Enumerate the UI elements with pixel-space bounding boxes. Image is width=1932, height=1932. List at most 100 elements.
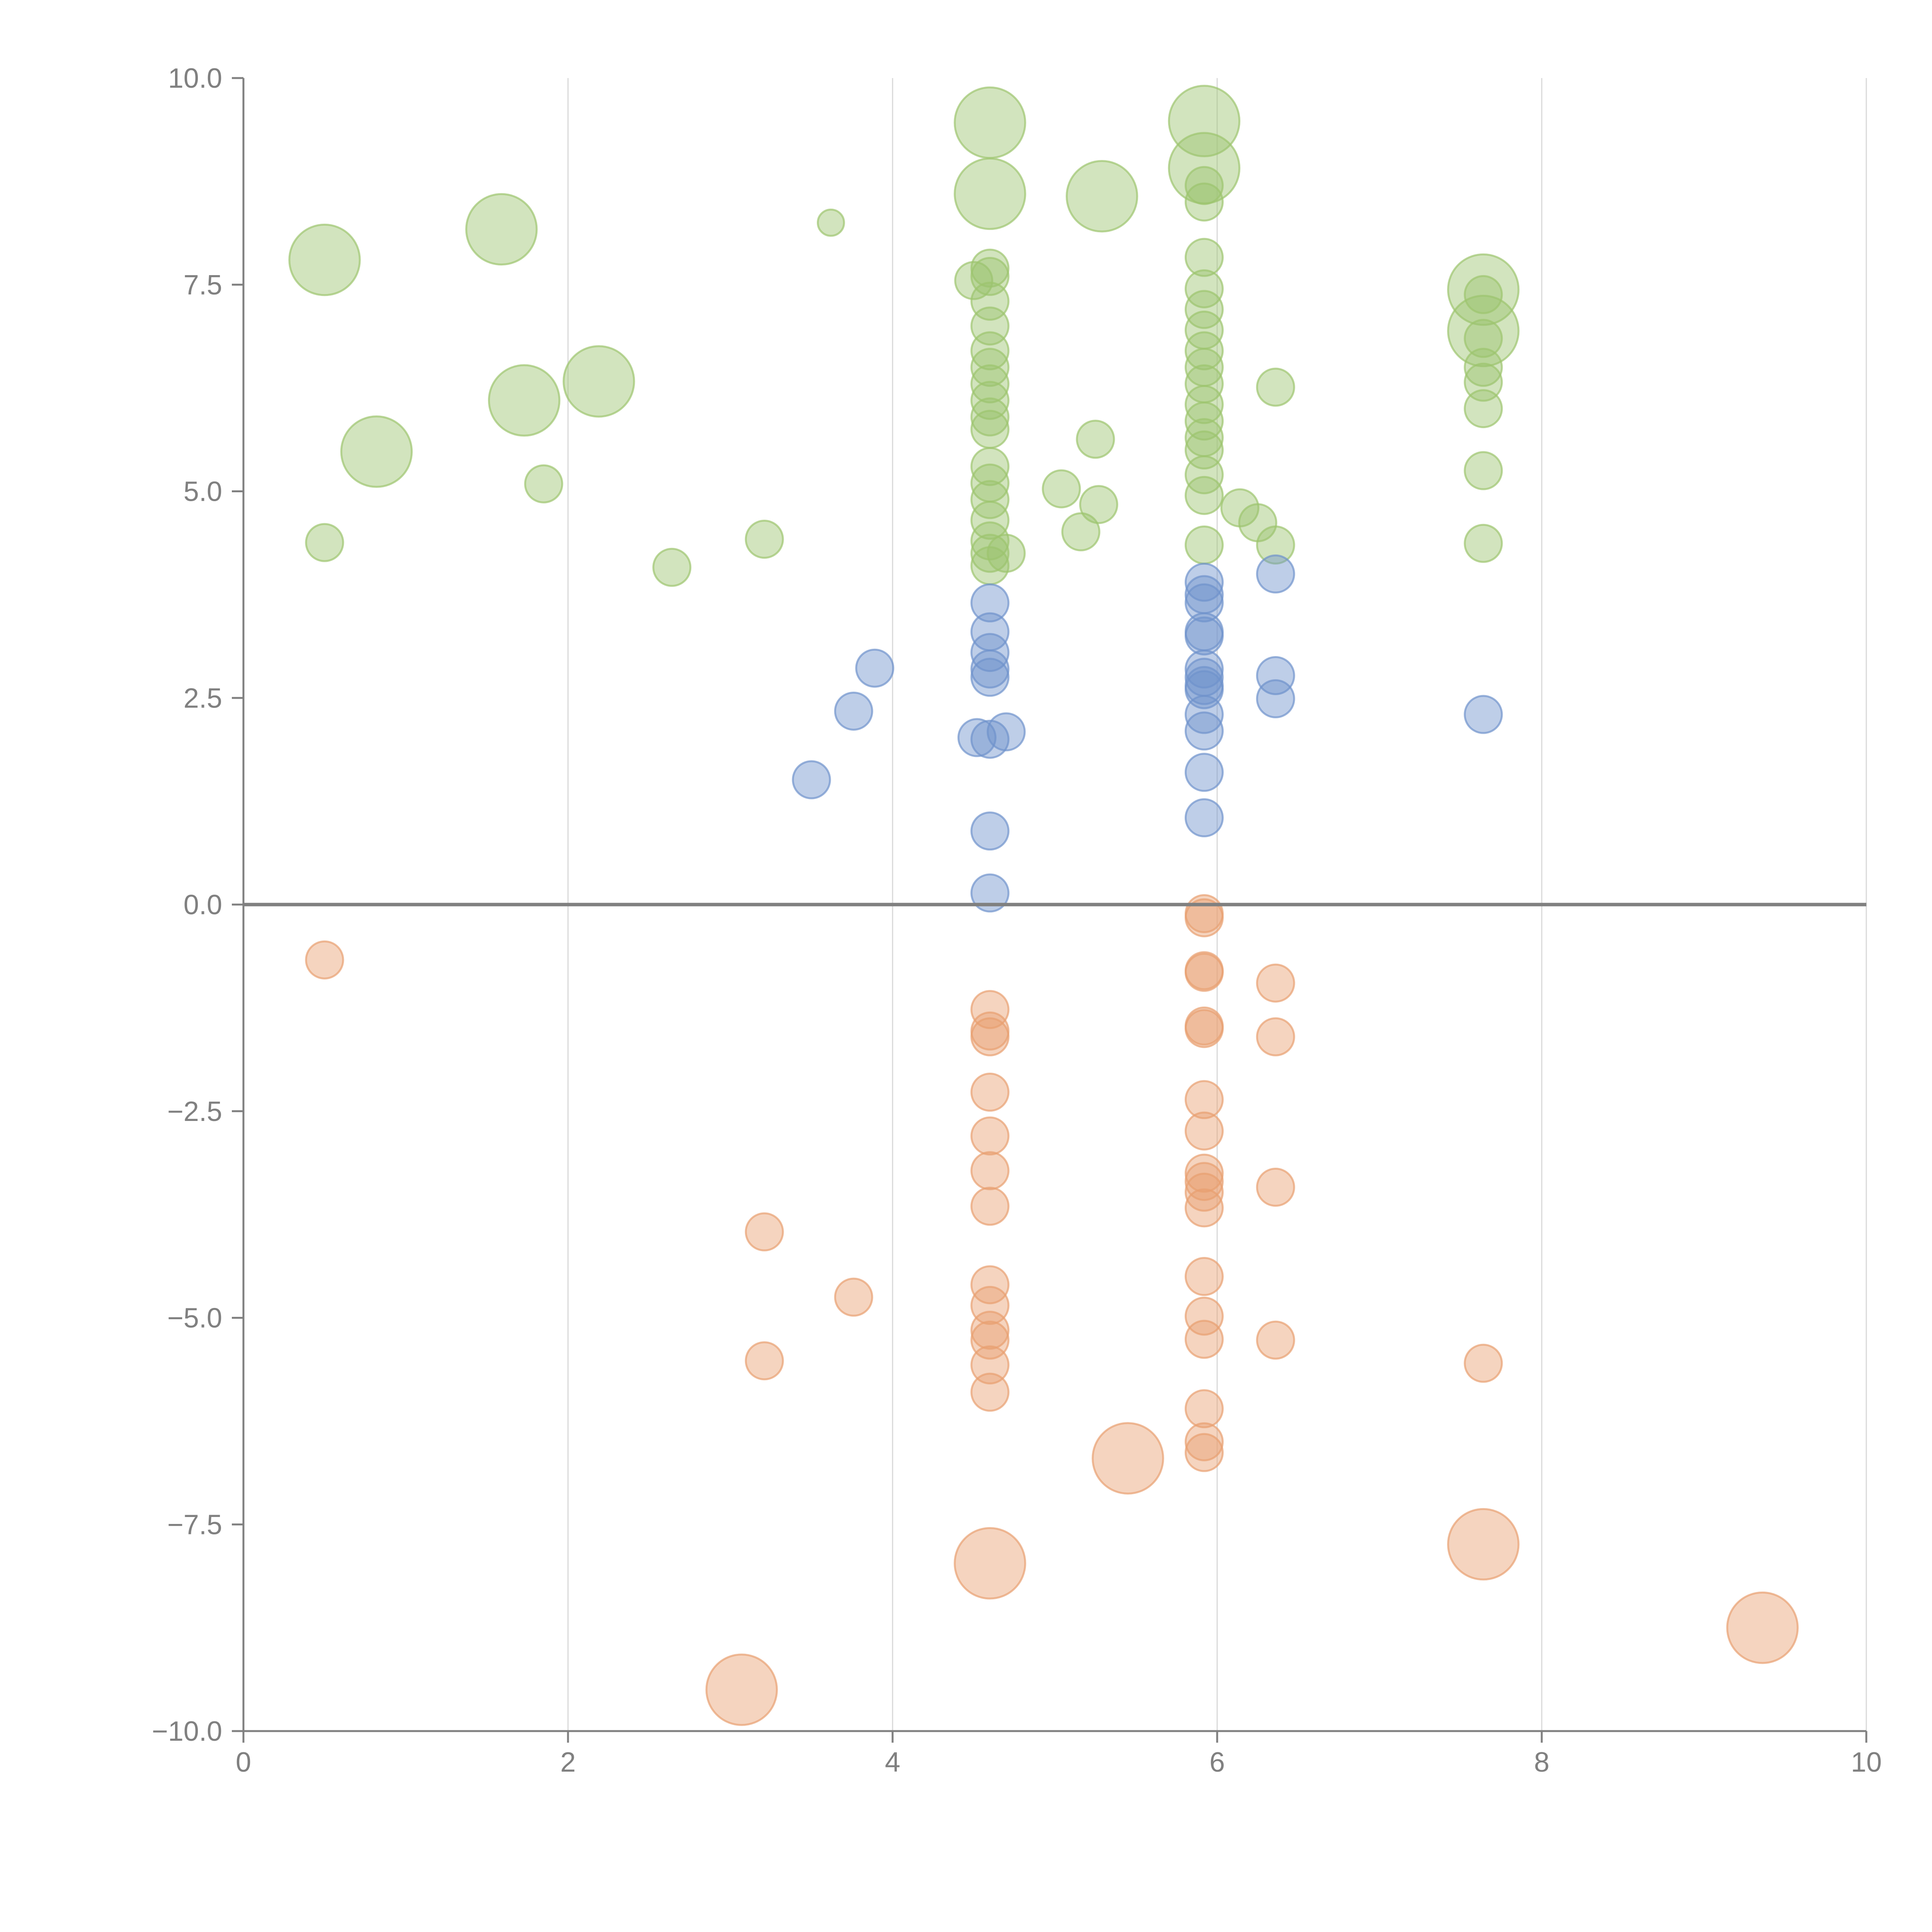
green-bubble xyxy=(305,523,344,562)
green-bubble xyxy=(970,397,1010,437)
green-bubble xyxy=(954,261,993,300)
green-bubble xyxy=(652,548,692,587)
green-bubble xyxy=(970,381,1010,420)
orange-bubble xyxy=(1184,1080,1224,1119)
x-tick-label: 10 xyxy=(1851,1747,1882,1778)
blue-bubble xyxy=(970,658,1010,697)
green-bubble xyxy=(1076,420,1115,459)
blue-bubble xyxy=(957,718,997,757)
orange-bubble xyxy=(1184,1172,1224,1212)
blue-bubble xyxy=(970,873,1010,913)
blue-bubble xyxy=(834,691,873,731)
orange-bubble xyxy=(1256,1168,1295,1207)
x-tick-label: 2 xyxy=(560,1747,576,1778)
green-bubble xyxy=(970,480,1010,519)
blue-bubble xyxy=(1184,711,1224,751)
orange-bubble xyxy=(745,1212,784,1252)
blue-bubble xyxy=(970,811,1010,851)
x-tick-label: 8 xyxy=(1534,1747,1549,1778)
green-bubble xyxy=(1447,253,1520,326)
green-bubble xyxy=(970,447,1010,486)
blue-bubble xyxy=(970,583,1010,622)
green-bubble xyxy=(1042,469,1081,509)
green-bubble xyxy=(1464,524,1503,563)
orange-bubble xyxy=(970,1017,1010,1056)
blue-bubble xyxy=(1464,695,1503,734)
orange-bubble xyxy=(954,1527,1026,1600)
green-bubble xyxy=(1079,485,1118,524)
green-bubble xyxy=(1256,526,1295,565)
green-bubble xyxy=(816,208,845,237)
orange-bubble xyxy=(1184,1188,1224,1228)
green-bubble xyxy=(1066,160,1138,233)
orange-bubble xyxy=(745,1341,784,1381)
green-bubble xyxy=(970,500,1010,540)
orange-bubble xyxy=(305,940,344,980)
orange-bubble xyxy=(1184,1162,1224,1201)
orange-bubble xyxy=(1184,952,1224,992)
green-bubble xyxy=(563,345,635,418)
green-bubble xyxy=(1184,290,1224,329)
green-bubble xyxy=(488,364,561,437)
blue-bubble xyxy=(1184,753,1224,792)
green-bubble xyxy=(1184,401,1224,441)
blue-bubble xyxy=(1184,649,1224,689)
green-bubble xyxy=(1464,362,1503,402)
orange-bubble xyxy=(1184,1257,1224,1296)
y-tick-label: −2.5 xyxy=(167,1096,222,1127)
green-bubble xyxy=(970,364,1010,403)
green-bubble xyxy=(1464,389,1503,429)
orange-bubble xyxy=(705,1653,778,1726)
blue-bubble xyxy=(970,649,1010,689)
orange-bubble xyxy=(1184,898,1224,937)
green-bubble xyxy=(1464,348,1503,387)
green-bubble xyxy=(970,534,1010,573)
x-tick-label: 4 xyxy=(885,1747,900,1778)
x-tick-label: 6 xyxy=(1209,1747,1225,1778)
axis-layer xyxy=(242,78,1866,1732)
green-bubble xyxy=(986,534,1026,573)
y-tick-label: −10.0 xyxy=(152,1716,222,1747)
green-bubble xyxy=(970,248,1010,288)
blue-bubble xyxy=(1184,798,1224,837)
orange-bubble xyxy=(1256,1017,1295,1056)
green-bubble xyxy=(745,520,784,559)
green-bubble xyxy=(1184,166,1224,205)
green-bubble xyxy=(1184,526,1224,565)
orange-bubble xyxy=(1184,1009,1224,1048)
bubble-layer xyxy=(288,85,1799,1726)
orange-bubble xyxy=(1256,963,1295,1003)
green-bubble xyxy=(1184,238,1224,277)
green-bubble xyxy=(524,464,563,503)
green-bubble xyxy=(1447,294,1520,367)
green-bubble xyxy=(1464,451,1503,490)
orange-bubble xyxy=(970,1311,1010,1350)
green-bubble xyxy=(1184,385,1224,424)
orange-bubble xyxy=(970,1151,1010,1190)
blue-bubble xyxy=(1256,656,1295,695)
green-bubble xyxy=(954,86,1026,159)
orange-bubble xyxy=(1447,1508,1520,1581)
y-tick-label: −7.5 xyxy=(167,1509,222,1540)
orange-bubble xyxy=(1092,1422,1164,1495)
green-bubble xyxy=(1464,319,1503,358)
orange-bubble xyxy=(1184,1111,1224,1151)
y-tick-label: 5.0 xyxy=(184,476,222,507)
y-tick-label: 7.5 xyxy=(184,270,222,301)
orange-bubble xyxy=(1726,1591,1799,1664)
green-bubble xyxy=(1184,269,1224,308)
blue-bubble xyxy=(986,712,1026,752)
green-bubble xyxy=(970,331,1010,371)
orange-bubble xyxy=(1184,1389,1224,1429)
orange-bubble xyxy=(1256,1320,1295,1360)
orange-bubble xyxy=(1184,1433,1224,1472)
green-bubble xyxy=(970,410,1010,449)
green-bubble xyxy=(1184,455,1224,495)
green-bubble xyxy=(1184,476,1224,515)
orange-bubble xyxy=(834,1277,873,1317)
green-bubble xyxy=(954,157,1026,230)
blue-bubble xyxy=(1256,679,1295,718)
green-bubble xyxy=(288,223,361,296)
orange-bubble xyxy=(970,990,1010,1029)
